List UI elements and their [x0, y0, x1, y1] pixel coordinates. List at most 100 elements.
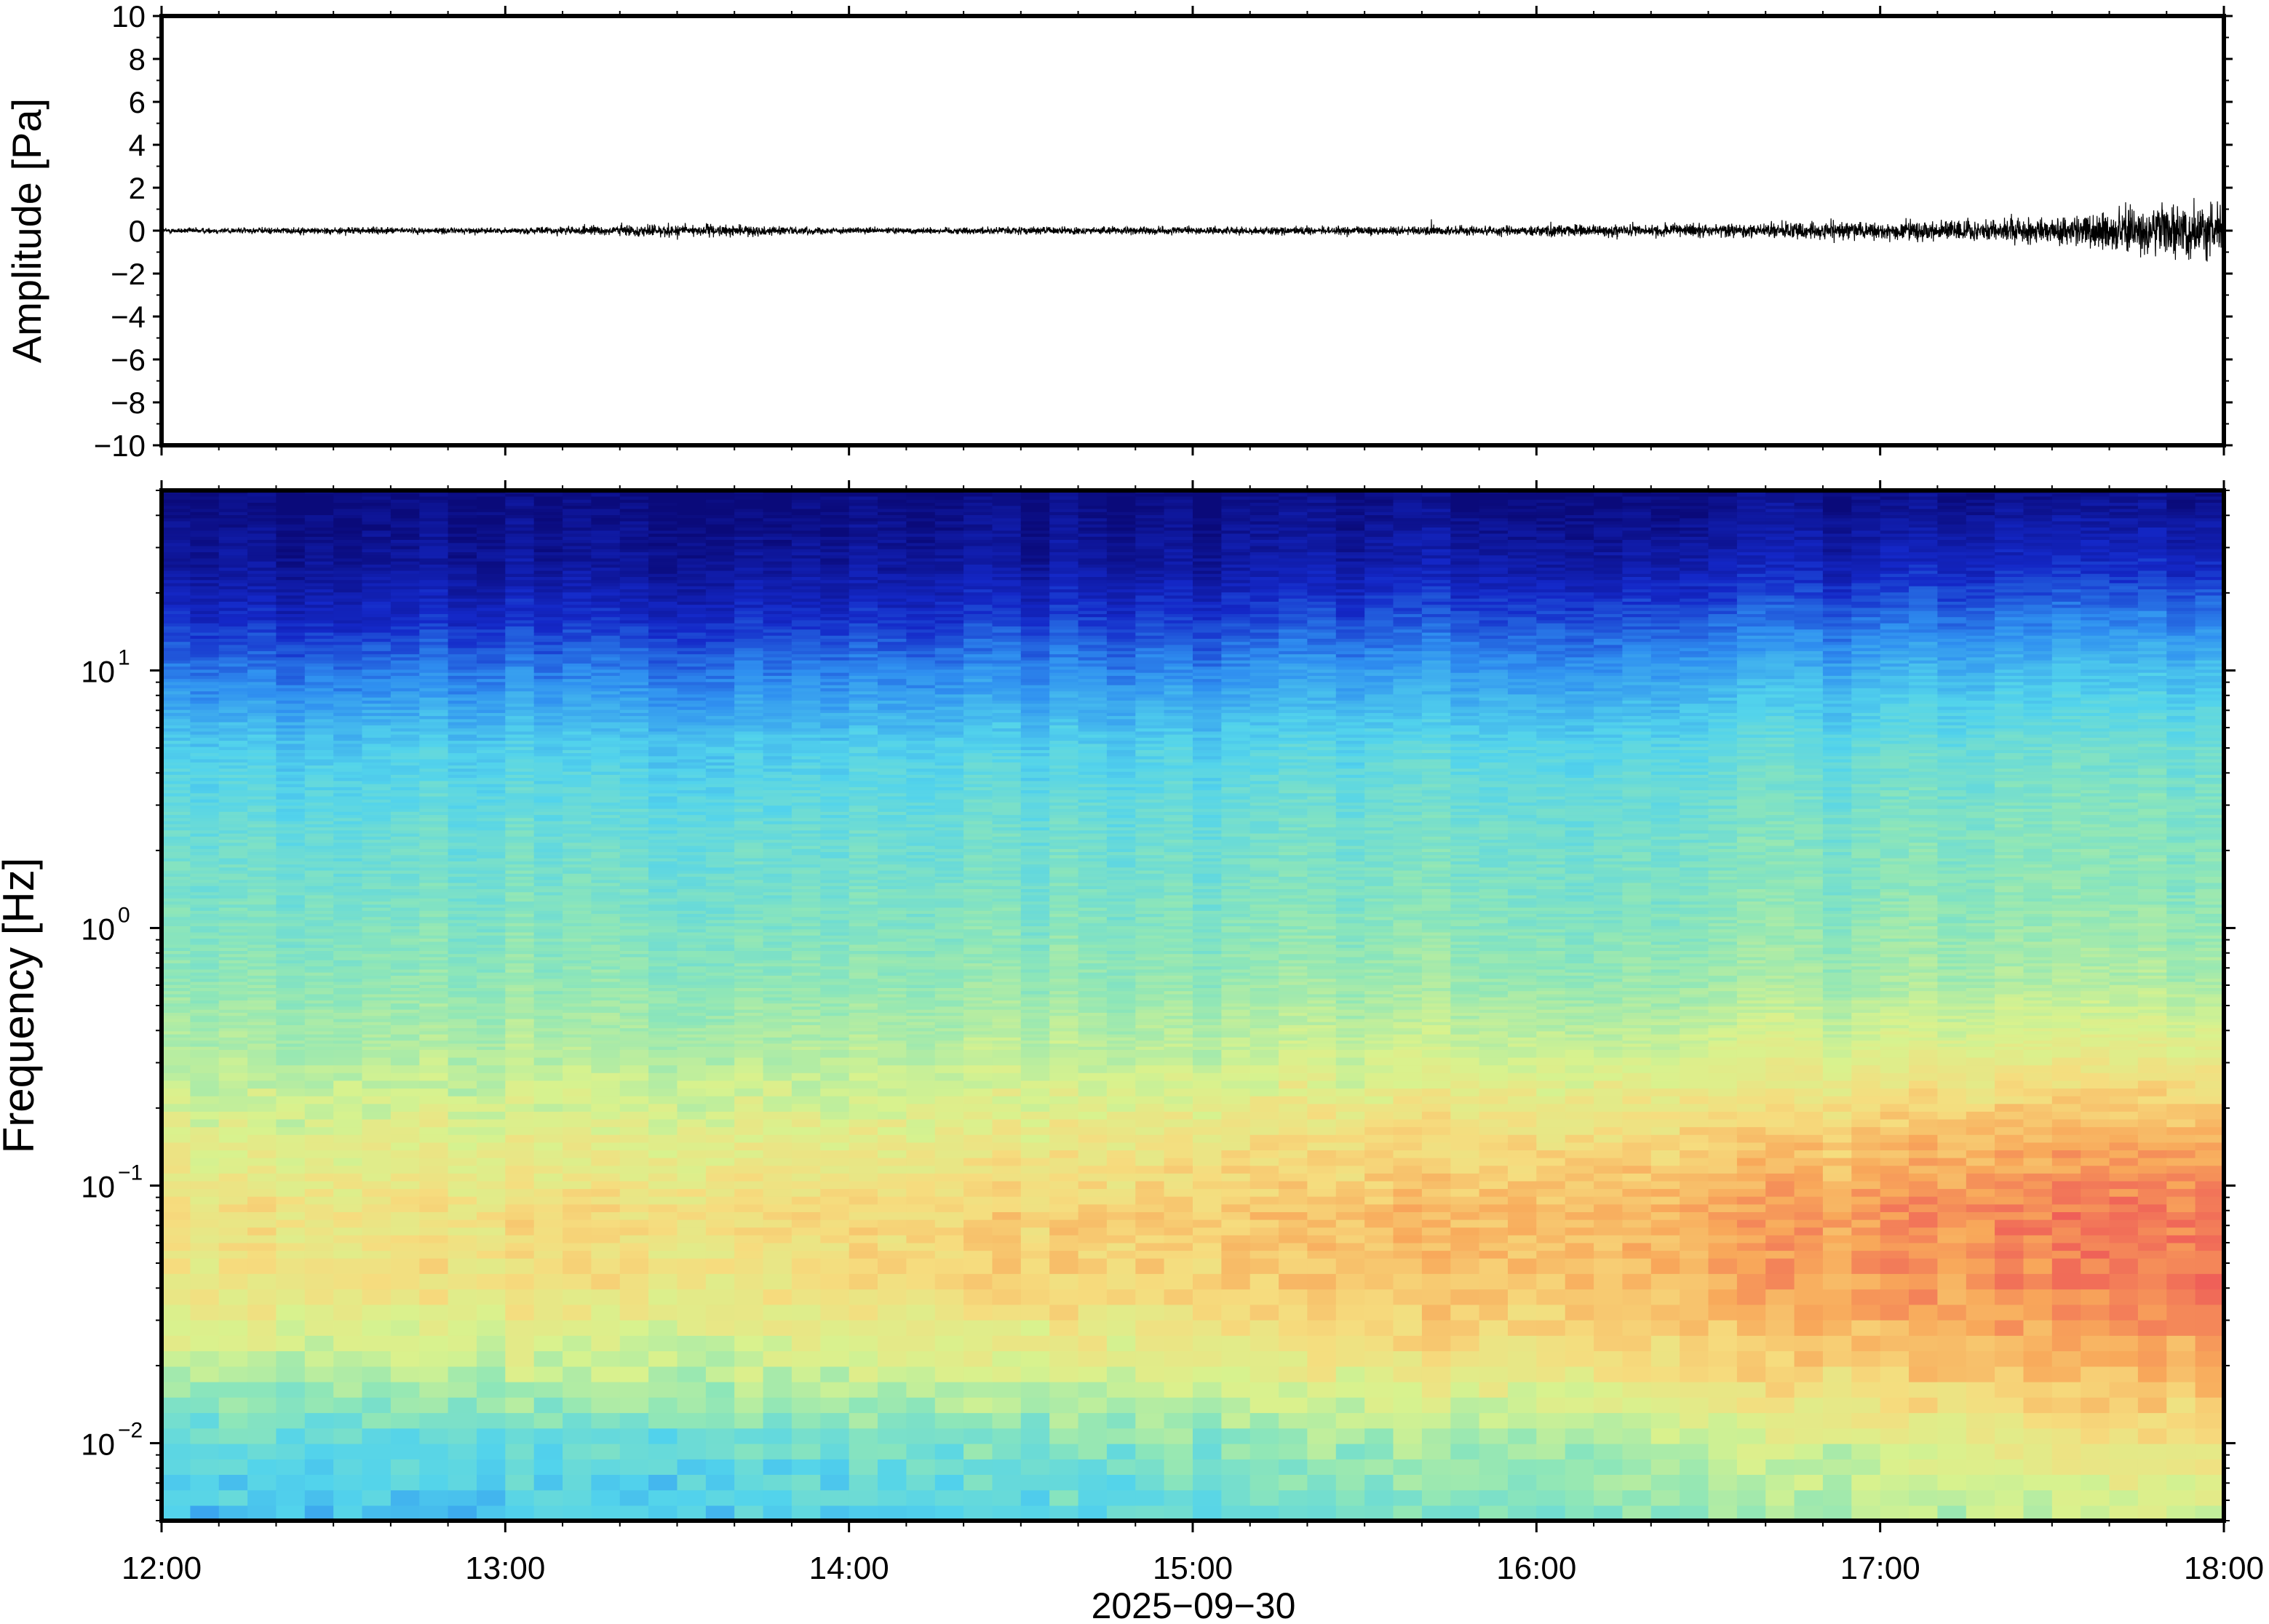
- spectrogram-cell: [190, 1103, 220, 1112]
- spectrogram-cell: [362, 1366, 392, 1382]
- spectrogram-cell: [419, 1196, 449, 1205]
- spectrogram-cell: [734, 904, 764, 908]
- spectrogram-cell: [362, 898, 392, 901]
- spectrogram-cell: [477, 1188, 506, 1197]
- spectrogram-cell: [419, 505, 449, 509]
- spectrogram-cell: [276, 1030, 306, 1035]
- spectrogram-cell: [734, 725, 764, 729]
- spectrogram-cell: [648, 1012, 678, 1016]
- spectrogram-cell: [304, 894, 334, 899]
- spectrogram-cell: [591, 712, 621, 717]
- spectrogram-cell: [591, 607, 621, 611]
- spectrogram-cell: [505, 690, 535, 695]
- spectrogram-cell: [677, 792, 707, 797]
- spectrogram-cell: [362, 913, 392, 918]
- spectrogram-cell: [505, 960, 535, 963]
- spectrogram-cell: [477, 589, 506, 593]
- spectrogram-cell: [477, 966, 506, 970]
- spectrogram-cell: [591, 916, 621, 920]
- spectrogram-cell: [734, 1157, 764, 1166]
- spectrogram-cell: [648, 632, 678, 636]
- spectrogram-cell: [333, 777, 363, 781]
- spectrogram-cell: [619, 758, 649, 763]
- spectrogram-cell: [190, 956, 220, 960]
- spectrogram-cell: [390, 1428, 421, 1444]
- spectrogram-cell: [390, 910, 421, 914]
- spectrogram-cell: [734, 1211, 764, 1220]
- spectrogram-cell: [276, 629, 306, 633]
- spectrogram-cell: [533, 1033, 563, 1038]
- spectrogram-cell: [333, 746, 363, 750]
- spectrogram-cell: [390, 1080, 421, 1089]
- spectrogram-cell: [419, 891, 449, 896]
- spectrogram-cell: [362, 1180, 392, 1190]
- spectrogram-cell: [304, 854, 334, 859]
- spectrogram-cell: [734, 752, 764, 757]
- spectrogram-cell: [648, 672, 678, 676]
- spectrogram-cell: [247, 1250, 277, 1259]
- spectrogram-cell: [162, 783, 191, 787]
- spectrogram-cell: [304, 787, 334, 791]
- spectrogram-cell: [619, 1056, 649, 1066]
- spectrogram-cell: [362, 616, 392, 621]
- spectrogram-cell: [705, 499, 736, 503]
- spectrogram-cell: [247, 579, 277, 584]
- spectrogram-cell: [304, 1142, 334, 1150]
- spectrogram-cell: [333, 792, 363, 797]
- spectrogram-cell: [448, 641, 477, 645]
- spectrogram-cell: [734, 975, 764, 979]
- spectrogram-cell: [734, 990, 764, 995]
- spectrogram-cell: [390, 894, 421, 899]
- spectrogram-cell: [619, 1006, 649, 1010]
- spectrogram-cell: [677, 1350, 707, 1367]
- spectrogram-cell: [419, 941, 449, 945]
- spectrogram-cell: [190, 926, 220, 930]
- spectrogram-cell: [533, 1049, 563, 1058]
- spectrogram-cell: [276, 1219, 306, 1228]
- spectrogram-cell: [648, 1049, 678, 1058]
- spectrogram-cell: [419, 594, 449, 599]
- spectrogram-cell: [477, 981, 506, 985]
- spectrogram-cell: [190, 644, 220, 648]
- spectrogram-cell: [304, 923, 334, 926]
- spectrogram-cell: [677, 505, 707, 509]
- spectrogram-cell: [677, 938, 707, 942]
- spectrogram-cell: [304, 512, 334, 515]
- spectrogram-cell: [362, 1015, 392, 1019]
- spectrogram-cell: [333, 1009, 363, 1013]
- spectrogram-cell: [648, 706, 678, 710]
- spectrogram-cell: [162, 1030, 191, 1035]
- spectrogram-cell: [677, 1043, 707, 1047]
- spectrogram-cell: [705, 681, 736, 685]
- spectrogram-cell: [648, 1111, 678, 1120]
- spectrogram-cell: [333, 1012, 363, 1016]
- spectrogram-cell: [362, 758, 392, 763]
- spectrogram-cell: [448, 690, 477, 695]
- spectrogram-cell: [734, 728, 764, 732]
- spectrogram-cell: [419, 610, 449, 614]
- spectrogram-cell: [362, 589, 392, 593]
- spectrogram-cell: [190, 950, 220, 955]
- spectrogram-cell: [419, 931, 449, 936]
- spectrogram-cell: [390, 641, 421, 645]
- spectrogram-cell: [505, 854, 535, 859]
- spectrogram-cell: [505, 802, 535, 806]
- spectrogram-cell: [390, 861, 421, 865]
- spectrogram-cell: [734, 669, 764, 673]
- spectrogram-cell: [162, 898, 191, 901]
- spectrogram-cell: [619, 641, 649, 645]
- spectrogram-cell: [218, 953, 248, 958]
- spectrogram-cell: [505, 576, 535, 581]
- spectrogram-cell: [448, 1474, 477, 1491]
- spectrogram-cell: [362, 827, 392, 831]
- spectrogram-cell: [218, 693, 248, 698]
- spectrogram-cell: [218, 1064, 248, 1073]
- spectrogram-cell: [619, 836, 649, 840]
- spectrogram-cell: [705, 1474, 736, 1491]
- spectrogram-cell: [705, 715, 736, 720]
- spectrogram-cell: [477, 972, 506, 976]
- spectrogram-cell: [563, 715, 592, 720]
- spectrogram-cell: [505, 1335, 535, 1352]
- spectrogram-cell: [563, 623, 592, 626]
- spectrogram-cell: [619, 811, 649, 816]
